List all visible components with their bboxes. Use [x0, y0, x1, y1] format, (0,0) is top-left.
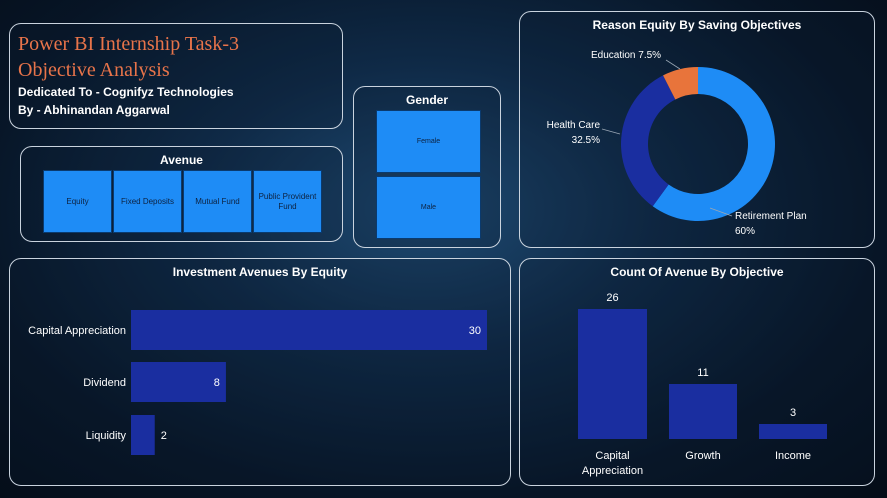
report-title: Power BI Internship Task-3	[18, 33, 239, 55]
count-value-growth: 11	[697, 367, 708, 379]
donut-chart-title: Reason Equity By Saving Objectives	[592, 18, 802, 32]
avenue-slicer-title: Avenue	[160, 153, 203, 167]
gender-slicer-title: Gender	[405, 93, 448, 107]
count-category-capital-appreciation-line1: Capital	[595, 450, 629, 462]
gender-option-male[interactable]: Male	[376, 176, 481, 239]
avenue-slicer: Avenue Equity Fixed Deposits Mutual Fund…	[20, 146, 343, 242]
reason-equity-chart-card: Reason Equity By Saving Objectives Retir…	[519, 11, 875, 248]
avenue-option-public-provident-fund[interactable]: Public Provident Fund	[253, 170, 322, 233]
donut-leader-retirement	[709, 207, 733, 217]
gender-slicer: Gender Female Male	[353, 86, 501, 248]
donut-slice-education[interactable]	[663, 67, 698, 100]
count-chart-title: Count Of Avenue By Objective	[610, 265, 784, 279]
donut-slice-health-care[interactable]	[621, 75, 676, 207]
investment-chart-title: Investment Avenues By Equity	[172, 265, 348, 279]
donut-value-health-care: 32.5%	[572, 135, 600, 146]
donut-leader-health	[601, 128, 621, 135]
count-category-growth: Growth	[685, 450, 720, 462]
avenue-option-equity[interactable]: Equity	[43, 170, 112, 233]
title-card: Power BI Internship Task-3 Objective Ana…	[9, 23, 343, 129]
count-category-capital-appreciation-line2: Appreciation	[582, 465, 643, 477]
invest-value-liquidity: 2	[161, 430, 167, 442]
gender-option-female[interactable]: Female	[376, 110, 481, 173]
count-bar-growth[interactable]	[669, 384, 737, 439]
dedicated-text: Dedicated To - Cognifyz Technologies	[18, 85, 234, 99]
count-value-income: 3	[790, 407, 796, 419]
donut-chart: Retirement Plan 60% Health Care 32.5% Educat…	[547, 50, 807, 237]
count-value-capital-appreciation: 26	[606, 292, 618, 304]
report-subtitle: Objective Analysis	[18, 59, 170, 81]
count-category-income: Income	[775, 450, 811, 462]
count-bar-income[interactable]	[759, 424, 827, 439]
count-bar-capital-appreciation[interactable]	[578, 309, 647, 439]
donut-slice-retirement-plan[interactable]	[652, 67, 775, 221]
invest-value-capital-appreciation: 30	[469, 325, 481, 337]
donut-label-retirement-plan: Retirement Plan	[735, 211, 807, 222]
author-text: By - Abhinandan Aggarwal	[18, 103, 170, 117]
count-avenue-chart-card: Count Of Avenue By Objective 26 Capital Ap…	[519, 258, 875, 486]
avenue-option-mutual-fund[interactable]: Mutual Fund	[183, 170, 252, 233]
avenue-option-fixed-deposits[interactable]: Fixed Deposits	[113, 170, 182, 233]
donut-label-education: Education 7.5%	[591, 50, 661, 61]
donut-label-health-care: Health Care	[547, 120, 601, 131]
count-bar-chart: 26 Capital Appreciation 11 Growth 3 Income	[578, 292, 827, 477]
invest-bar-capital-appreciation[interactable]	[131, 310, 487, 350]
invest-category-liquidity: Liquidity	[86, 430, 127, 442]
donut-leader-education	[665, 59, 681, 70]
investment-avenues-chart-card: Investment Avenues By Equity Capital App…	[9, 258, 511, 486]
invest-bar-liquidity[interactable]	[131, 415, 155, 455]
invest-category-dividend: Dividend	[83, 377, 126, 389]
invest-category-capital-appreciation: Capital Appreciation	[28, 325, 126, 337]
investment-bar-chart: Capital Appreciation 30 Dividend 8 Liquidity…	[28, 310, 487, 455]
invest-value-dividend: 8	[214, 377, 220, 389]
invest-bar-dividend[interactable]	[131, 362, 226, 402]
donut-value-retirement-plan: 60%	[735, 226, 755, 237]
